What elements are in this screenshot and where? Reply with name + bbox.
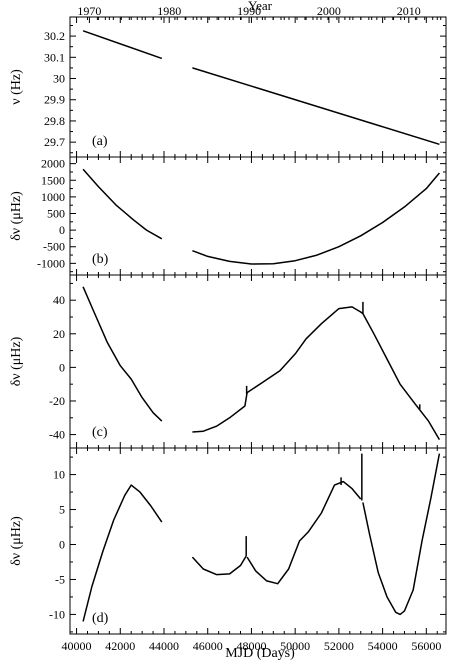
y-tick-label: 20 xyxy=(53,327,65,341)
top-axis-title: Year xyxy=(248,0,273,13)
y-tick-label: 0 xyxy=(59,223,65,237)
y-axis-title: δν (μHz) xyxy=(9,336,24,386)
y-tick-label: 29.7 xyxy=(44,135,65,149)
y-tick-label: 10 xyxy=(53,468,65,482)
y-tick-label: -5 xyxy=(55,572,65,586)
panel-0: 29.7 29.8 29.9 30 30.1 30.2 ν (Hz) (a) xyxy=(9,16,447,158)
series-line-1 xyxy=(192,67,440,146)
year-tick-label: 1970 xyxy=(77,4,101,18)
year-tick-label: 1990 xyxy=(237,4,261,18)
x-tick-label: 42000 xyxy=(105,639,135,653)
y-tick-label: 2000 xyxy=(41,157,65,171)
x-tick-label: 52000 xyxy=(324,639,354,653)
panel-label: (a) xyxy=(92,134,108,149)
panel-frame xyxy=(69,156,447,276)
y-tick-label: -1000 xyxy=(37,256,65,270)
x-tick-label: 44000 xyxy=(149,639,179,653)
year-tick-label: 2000 xyxy=(317,4,341,18)
year-tick-label: 1980 xyxy=(157,4,181,18)
y-tick-label: -20 xyxy=(49,394,65,408)
y-tick-label: 29.9 xyxy=(44,93,65,107)
series-line-3 xyxy=(362,453,441,616)
y-axis-title: δν (μHz) xyxy=(9,516,24,566)
y-tick-label: -500 xyxy=(43,240,65,254)
y-axis-title: ν (Hz) xyxy=(9,69,24,105)
y-tick-label: -10 xyxy=(49,607,65,621)
y-axis-title: δν (μHz) xyxy=(9,191,24,241)
x-axis-title: MJD (Days) xyxy=(225,646,295,661)
series-line-0 xyxy=(82,168,163,240)
x-tick-label: 56000 xyxy=(411,639,441,653)
panel-label: (b) xyxy=(92,252,109,267)
y-tick-label: 0 xyxy=(59,537,65,551)
y-tick-label: 30 xyxy=(53,72,65,86)
series-line-1 xyxy=(192,172,440,265)
y-tick-label: 30.2 xyxy=(44,29,65,43)
y-tick-label: -40 xyxy=(49,428,65,442)
panel-frame xyxy=(69,274,447,449)
y-tick-label: 500 xyxy=(47,207,65,221)
series-line-1 xyxy=(192,306,441,440)
panel-frame xyxy=(69,16,447,158)
panel-1: -1000 -500 0 500 1000 1500 2000 δν (μHz) (b) xyxy=(9,156,447,276)
year-tick-label: 2010 xyxy=(397,4,421,18)
panel-2: -40 -20 0 20 40 δν (μHz) (c) xyxy=(9,274,447,449)
series-line-0 xyxy=(82,30,163,60)
y-tick-label: 30.1 xyxy=(44,50,65,64)
series-line-1 xyxy=(191,556,247,576)
x-tick-label: 54000 xyxy=(368,639,398,653)
series-line-2 xyxy=(246,480,362,585)
panel-3: -10 -5 0 5 10 δν (μHz) (d) xyxy=(9,447,447,635)
panel-label: (d) xyxy=(92,611,109,626)
y-tick-label: 1500 xyxy=(41,173,65,187)
x-tick-label: 50000 xyxy=(280,639,310,653)
y-tick-label: 1000 xyxy=(41,190,65,204)
series-line-0 xyxy=(82,484,163,622)
y-tick-label: 5 xyxy=(59,503,65,517)
panel-label: (c) xyxy=(92,425,108,440)
y-tick-label: 29.8 xyxy=(44,114,65,128)
series-line-0 xyxy=(82,286,163,422)
y-tick-label: 0 xyxy=(59,360,65,374)
y-tick-label: 40 xyxy=(53,293,65,307)
x-tick-label: 40000 xyxy=(62,639,92,653)
panel-frame xyxy=(69,447,447,635)
x-tick-label: 46000 xyxy=(193,639,223,653)
x-tick-label: 48000 xyxy=(236,639,266,653)
